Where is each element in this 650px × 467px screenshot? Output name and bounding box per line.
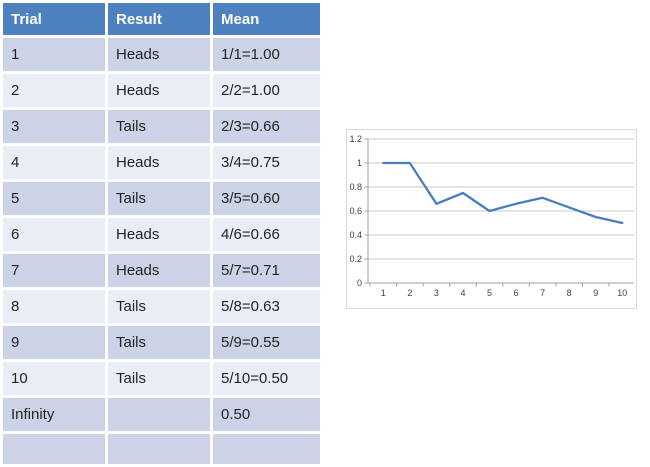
partial-row <box>3 434 320 464</box>
table-cell: 2/2=1.00 <box>213 74 320 107</box>
table-cell: 5/8=0.63 <box>213 290 320 323</box>
y-tick-label: 0 <box>357 278 362 288</box>
table-cell: Tails <box>108 362 210 395</box>
y-tick-label: 0.8 <box>349 182 362 192</box>
table-cell: 5/10=0.50 <box>213 362 320 395</box>
table-cell: Heads <box>108 254 210 287</box>
running-mean-chart: 0 0.2 0.4 0.6 0.8 1 1.2 1 2 3 4 5 6 7 8 9 10 <box>346 129 637 309</box>
table-cell: 9 <box>3 326 105 359</box>
table-cell: 5 <box>3 182 105 215</box>
table-row: 8 Tails 5/8=0.63 <box>3 290 320 323</box>
y-tick-label: 1.2 <box>349 134 362 144</box>
x-tick-label: 10 <box>617 288 627 298</box>
table-cell: 1/1=1.00 <box>213 38 320 71</box>
table-cell <box>3 434 105 464</box>
table-header-row: Trial Result Mean <box>3 3 320 35</box>
y-tick-label: 0.4 <box>349 230 362 240</box>
column-header-trial: Trial <box>3 3 105 35</box>
table-cell: 5/9=0.55 <box>213 326 320 359</box>
table-cell: 5/7=0.71 <box>213 254 320 287</box>
table-row: 5 Tails 3/5=0.60 <box>3 182 320 215</box>
table-cell: Heads <box>108 74 210 107</box>
mean-data-line <box>382 161 624 225</box>
table-cell <box>108 398 210 431</box>
y-tick-label: 0.6 <box>349 206 362 216</box>
table-cell: Tails <box>108 290 210 323</box>
x-tick-label: 9 <box>593 288 598 298</box>
coin-flip-table: Trial Result Mean 1 Heads 1/1=1.00 2 Heads 2/2=… <box>0 0 323 467</box>
table-cell: Tails <box>108 182 210 215</box>
table-cell: 3/5=0.60 <box>213 182 320 215</box>
table-cell: 8 <box>3 290 105 323</box>
column-header-result: Result <box>108 3 210 35</box>
table-cell: Heads <box>108 146 210 179</box>
x-tick-label: 3 <box>434 288 439 298</box>
x-tick-label: 4 <box>460 288 465 298</box>
table-cell: 4/6=0.66 <box>213 218 320 251</box>
table-cell: 7 <box>3 254 105 287</box>
table-cell: Heads <box>108 218 210 251</box>
table-cell: 2 <box>3 74 105 107</box>
x-tick-label: 6 <box>514 288 519 298</box>
table-row: Infinity 0.50 <box>3 398 320 431</box>
table-cell: 0.50 <box>213 398 320 431</box>
x-tick-label: 2 <box>407 288 412 298</box>
table-cell: 10 <box>3 362 105 395</box>
column-header-mean: Mean <box>213 3 320 35</box>
table-row: 7 Heads 5/7=0.71 <box>3 254 320 287</box>
table-row: 4 Heads 3/4=0.75 <box>3 146 320 179</box>
x-tick-label: 1 <box>381 288 386 298</box>
table-row: 1 Heads 1/1=1.00 <box>3 38 320 71</box>
table-cell: 3 <box>3 110 105 143</box>
table-cell: 1 <box>3 38 105 71</box>
table-row: 10 Tails 5/10=0.50 <box>3 362 320 395</box>
y-tick-label: 0.2 <box>349 254 362 264</box>
table-row: 9 Tails 5/9=0.55 <box>3 326 320 359</box>
table-cell: Heads <box>108 38 210 71</box>
y-tick-label: 1 <box>357 158 362 168</box>
x-tick-label: 7 <box>540 288 545 298</box>
table-cell: 2/3=0.66 <box>213 110 320 143</box>
table-cell: Infinity <box>3 398 105 431</box>
x-tick-label: 5 <box>487 288 492 298</box>
table-cell: 4 <box>3 146 105 179</box>
table-cell <box>108 434 210 464</box>
table-cell <box>213 434 320 464</box>
table-cell: Tails <box>108 326 210 359</box>
table-row: 6 Heads 4/6=0.66 <box>3 218 320 251</box>
table-cell: 3/4=0.75 <box>213 146 320 179</box>
table-row: 3 Tails 2/3=0.66 <box>3 110 320 143</box>
table-body: 1 Heads 1/1=1.00 2 Heads 2/2=1.00 3 Tails 2/3=0.… <box>3 38 320 464</box>
table-cell: Tails <box>108 110 210 143</box>
slide-canvas: { "colors": { "header_bg": "#4d81bf", "h… <box>3 3 637 464</box>
table-cell: 6 <box>3 218 105 251</box>
line-chart-svg: 0 0.2 0.4 0.6 0.8 1 1.2 1 2 3 4 5 6 7 8 9 10 <box>349 134 634 298</box>
x-tick-label: 8 <box>567 288 572 298</box>
table-row: 2 Heads 2/2=1.00 <box>3 74 320 107</box>
